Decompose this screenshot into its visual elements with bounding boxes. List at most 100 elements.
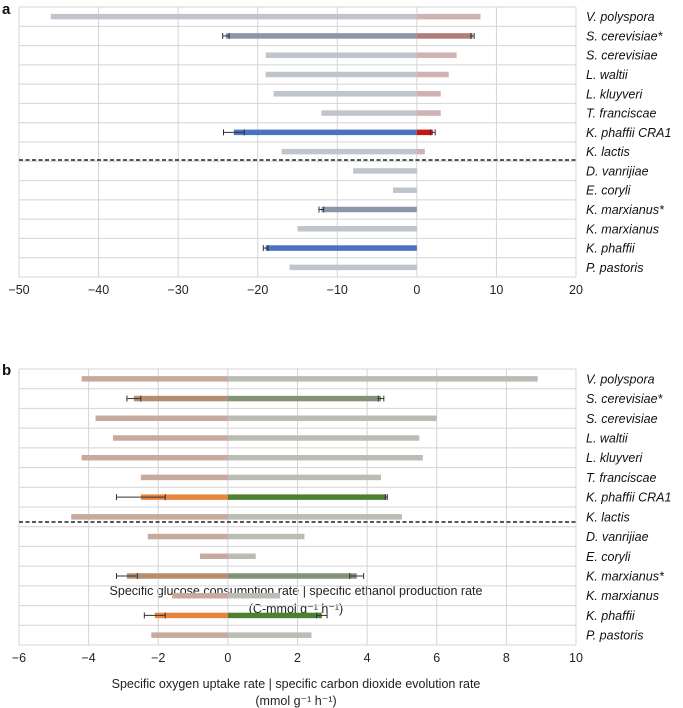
panel-a-category-label: K. phaffii CRA1	[586, 126, 671, 140]
panel-b-bar-s0-c8	[147, 533, 228, 540]
panel-b-category-label: L. kluyveri	[586, 451, 643, 465]
panel-b-tick-label: 10	[569, 651, 583, 665]
panel-b: b V. polyspora S. cerevisiae* S. cerevisia…	[2, 362, 671, 708]
panel-b-tick-label: 6	[433, 651, 440, 665]
panel-a-bar-s0-c12	[265, 245, 417, 251]
panel-a-label: a	[2, 1, 11, 18]
panel-b-bar-s1-c5	[227, 474, 382, 481]
panel-a-tick-label: −40	[88, 283, 109, 297]
panel-b-bar-s1-c0	[227, 376, 538, 382]
panel-a-bar-s0-c8	[353, 168, 417, 174]
panel-a-bar-s0-c7	[281, 148, 417, 155]
panel-b-bar-s0-c11	[172, 592, 228, 599]
panel-b-category-label: K. marxianus*	[586, 570, 665, 584]
panel-b-category-label: S. cerevisiae*	[586, 392, 664, 406]
panel-b-category-label: K. phaffii CRA1	[586, 491, 671, 505]
panel-a-bar-s1-c4	[416, 91, 441, 97]
panel-b-bar-s1-c11	[227, 592, 281, 599]
panel-b-bar-s1-c2	[227, 415, 437, 422]
panel-a-category-label: K. lactis	[586, 145, 630, 159]
panel-a-bar-s0-c3	[265, 71, 417, 78]
panel-a-bar-s1-c3	[416, 71, 449, 78]
panel-b-tick-label: 4	[364, 651, 371, 665]
panel-a-tick-label: 20	[569, 283, 583, 297]
panel-b-tick-label: −4	[81, 651, 95, 665]
panel-b-label: b	[2, 362, 11, 379]
panel-b-category-label: K. lactis	[586, 510, 630, 524]
panel-b-bar-s0-c7	[71, 514, 228, 520]
panel-a-bar-s0-c11	[297, 226, 417, 232]
panel-b-bar-s1-c9	[227, 553, 256, 560]
panel-b-bar-s1-c3	[227, 435, 420, 441]
panel-b-bar-s0-c10	[126, 573, 228, 579]
panel-a-category-label: K. phaffii	[586, 242, 636, 256]
panel-b-bar-s1-c1	[227, 395, 382, 402]
panel-b-bar-s1-c6	[227, 494, 387, 500]
panel-a-bar-s1-c7	[416, 148, 425, 155]
panel-a-tick-label: 0	[413, 283, 420, 297]
panel-b-bar-s1-c13	[227, 632, 312, 638]
panel-b-bar-s0-c3	[112, 435, 228, 441]
panel-b-bar-s0-c9	[200, 553, 228, 560]
panel-a: a V. polyspora S. cerevisiae* S. cerevisia…	[2, 1, 671, 616]
panel-a-bar-s1-c6	[416, 129, 433, 136]
panel-b-category-label: V. polyspora	[586, 372, 655, 386]
panel-b-category-label: S. cerevisiae	[586, 412, 658, 426]
panel-a-bar-s1-c5	[416, 110, 441, 116]
panel-b-category-label: T. franciscae	[586, 471, 656, 485]
panel-a-bar-s0-c5	[321, 110, 417, 116]
panel-a-category-label: L. waltii	[586, 68, 629, 82]
panel-a-category-label: V. polyspora	[586, 10, 655, 24]
panel-b-bar-s0-c13	[151, 632, 228, 638]
panel-a-category-label: K. marxianus*	[586, 203, 665, 217]
panel-b-xlabel: Specific oxygen uptake rate | specific c…	[112, 677, 481, 691]
panel-b-bar-s1-c10	[227, 573, 357, 579]
panel-a-bar-s1-c1	[416, 33, 473, 39]
panel-b-bar-s1-c12	[227, 612, 322, 619]
panel-a-category-label: T. franciscae	[586, 107, 656, 121]
panel-b-bar-s0-c5	[140, 474, 228, 481]
panel-a-category-label: K. marxianus	[586, 222, 659, 236]
panel-a-tick-label: 10	[489, 283, 503, 297]
panel-a-category-label: S. cerevisiae*	[586, 29, 664, 43]
panel-a-category-label: P. pastoris	[586, 261, 643, 275]
panel-b-bar-s0-c12	[154, 612, 228, 619]
panel-b-tick-label: 0	[224, 651, 231, 665]
panel-b-bar-s0-c0	[81, 376, 228, 382]
panel-b-bar-s0-c2	[95, 415, 228, 422]
panel-b-bar-s1-c8	[227, 533, 305, 540]
panel-b-category-label: K. marxianus	[586, 589, 659, 603]
panel-a-bar-s0-c6	[233, 129, 417, 136]
panel-b-xunit: (mmol g⁻¹ h⁻¹)	[255, 694, 336, 708]
panel-a-bar-s0-c1	[225, 33, 417, 39]
panel-b-bar-s1-c4	[227, 454, 423, 461]
panel-b-category-label: K. phaffii	[586, 609, 636, 623]
panel-a-bar-s0-c9	[392, 187, 417, 193]
panel-a-category-label: E. coryli	[586, 184, 632, 198]
panel-b-tick-label: −2	[151, 651, 165, 665]
panel-b-category-label: P. pastoris	[586, 629, 643, 643]
panel-a-category-label: D. vanrijiae	[586, 164, 649, 178]
panel-b-bar-s0-c1	[133, 395, 228, 402]
panel-a-bar-s1-c0	[416, 13, 481, 20]
panel-b-tick-label: −6	[12, 651, 26, 665]
panel-a-category-label: L. kluyveri	[586, 87, 643, 101]
panel-b-bar-s0-c4	[81, 454, 228, 461]
panel-a-tick-label: −30	[168, 283, 189, 297]
panel-a-bar-s0-c13	[289, 264, 417, 271]
panel-a-tick-label: −50	[8, 283, 29, 297]
panel-b-category-label: L. waltii	[586, 432, 629, 446]
panel-a-bar-s0-c10	[321, 206, 417, 213]
panel-a-bar-s0-c2	[265, 52, 417, 58]
panel-b-bar-s1-c7	[227, 514, 402, 520]
panel-b-category-label: E. coryli	[586, 550, 632, 564]
panel-b-tick-label: 8	[503, 651, 510, 665]
panel-b-tick-label: 2	[294, 651, 301, 665]
panel-a-bar-s0-c0	[50, 13, 417, 20]
panel-a-bar-s1-c2	[416, 52, 457, 58]
panel-b-category-label: D. vanrijiae	[586, 530, 649, 544]
panel-a-tick-label: −10	[327, 283, 348, 297]
panel-a-tick-label: −20	[247, 283, 268, 297]
panel-b-bar-s0-c6	[140, 494, 228, 500]
